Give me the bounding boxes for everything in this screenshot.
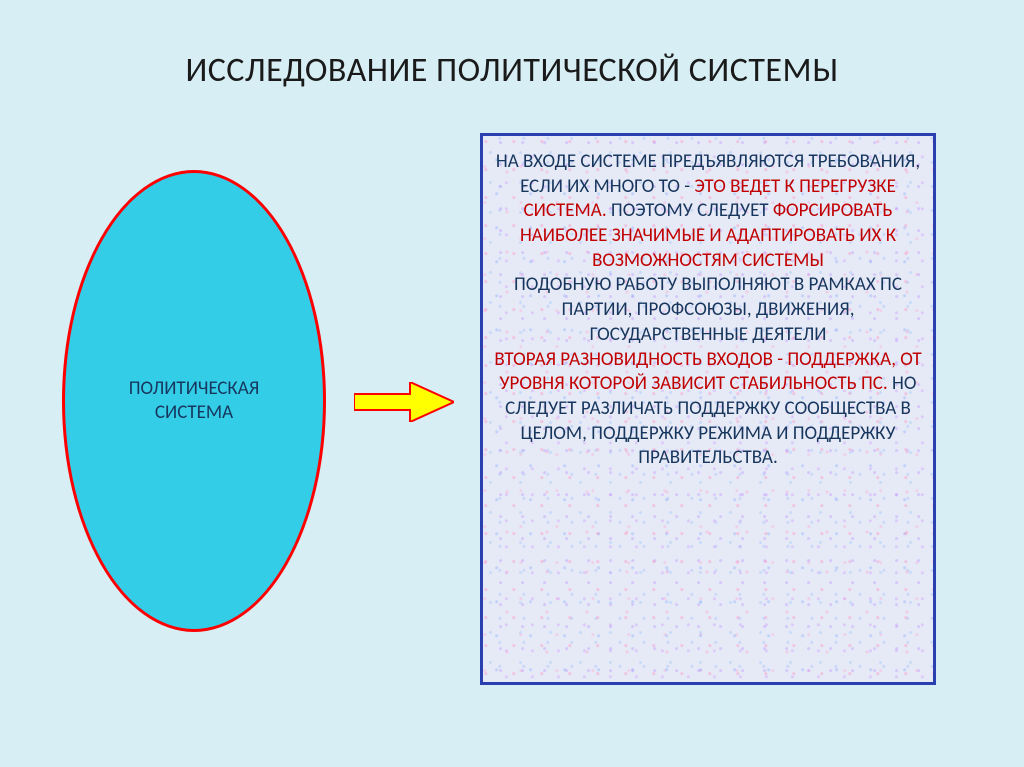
textbox-content: НА ВХОДЕ СИСТЕМЕ ПРЕДЪЯВЛЯЮТСЯ ТРЕБОВАНИ… (493, 150, 923, 471)
description-textbox: НА ВХОДЕ СИСТЕМЕ ПРЕДЪЯВЛЯЮТСЯ ТРЕБОВАНИ… (480, 133, 936, 685)
ellipse-container: ПОЛИТИЧЕСКАЯ СИСТЕМА (62, 170, 326, 632)
ellipse-label-line1: ПОЛИТИЧЕСКАЯ (129, 377, 260, 400)
ellipse-label-line2: СИСТЕМА (155, 401, 233, 424)
ellipse-label: ПОЛИТИЧЕСКАЯ СИСТЕМА (129, 377, 260, 425)
text-segment: ВТОРАЯ РАЗНОВИДНОСТЬ ВХОДОВ - ПОДДЕРЖКА,… (494, 348, 921, 396)
arrow (354, 382, 454, 422)
text-segment: ПОДОБНУЮ РАБОТУ ВЫПОЛНЯЮТ В РАМКАХ ПС ПА… (514, 273, 902, 345)
arrow-icon (354, 382, 454, 422)
slide: ИССЛЕДОВАНИЕ ПОЛИТИЧЕСКОЙ СИСТЕМЫ ПОЛИТИ… (0, 0, 1024, 767)
slide-title: ИССЛЕДОВАНИЕ ПОЛИТИЧЕСКОЙ СИСТЕМЫ (0, 50, 1024, 91)
text-segment: ПОЭТОМУ СЛЕДУЕТ (607, 199, 773, 222)
political-system-ellipse: ПОЛИТИЧЕСКАЯ СИСТЕМА (62, 170, 326, 632)
